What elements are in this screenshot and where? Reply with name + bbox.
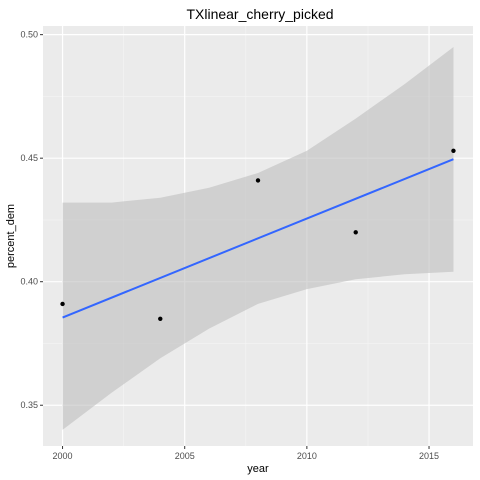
y-tick-label: 0.35 (20, 400, 38, 410)
x-tick-label: 2015 (419, 451, 439, 461)
y-axis: 0.35 0.40 0.45 0.50 (20, 30, 43, 410)
data-point (60, 301, 65, 307)
y-axis-label: percent_dem (5, 204, 17, 268)
chart-title: TXlinear_cherry_picked (186, 6, 333, 22)
data-point (158, 316, 163, 321)
x-axis-label: year (247, 463, 269, 475)
y-tick-label: 0.50 (20, 30, 38, 40)
x-axis: 2000 2005 2010 2015 (53, 446, 439, 461)
y-tick-label: 0.40 (20, 277, 38, 287)
x-tick-label: 2000 (53, 451, 73, 461)
fit-line (62, 158, 454, 319)
x-tick-label: 2005 (175, 451, 195, 461)
data-point (353, 230, 358, 235)
points (60, 148, 456, 321)
data-point (255, 178, 261, 183)
data-point (451, 148, 456, 153)
y-tick-label: 0.45 (20, 153, 38, 163)
x-tick-label: 2010 (297, 451, 317, 461)
